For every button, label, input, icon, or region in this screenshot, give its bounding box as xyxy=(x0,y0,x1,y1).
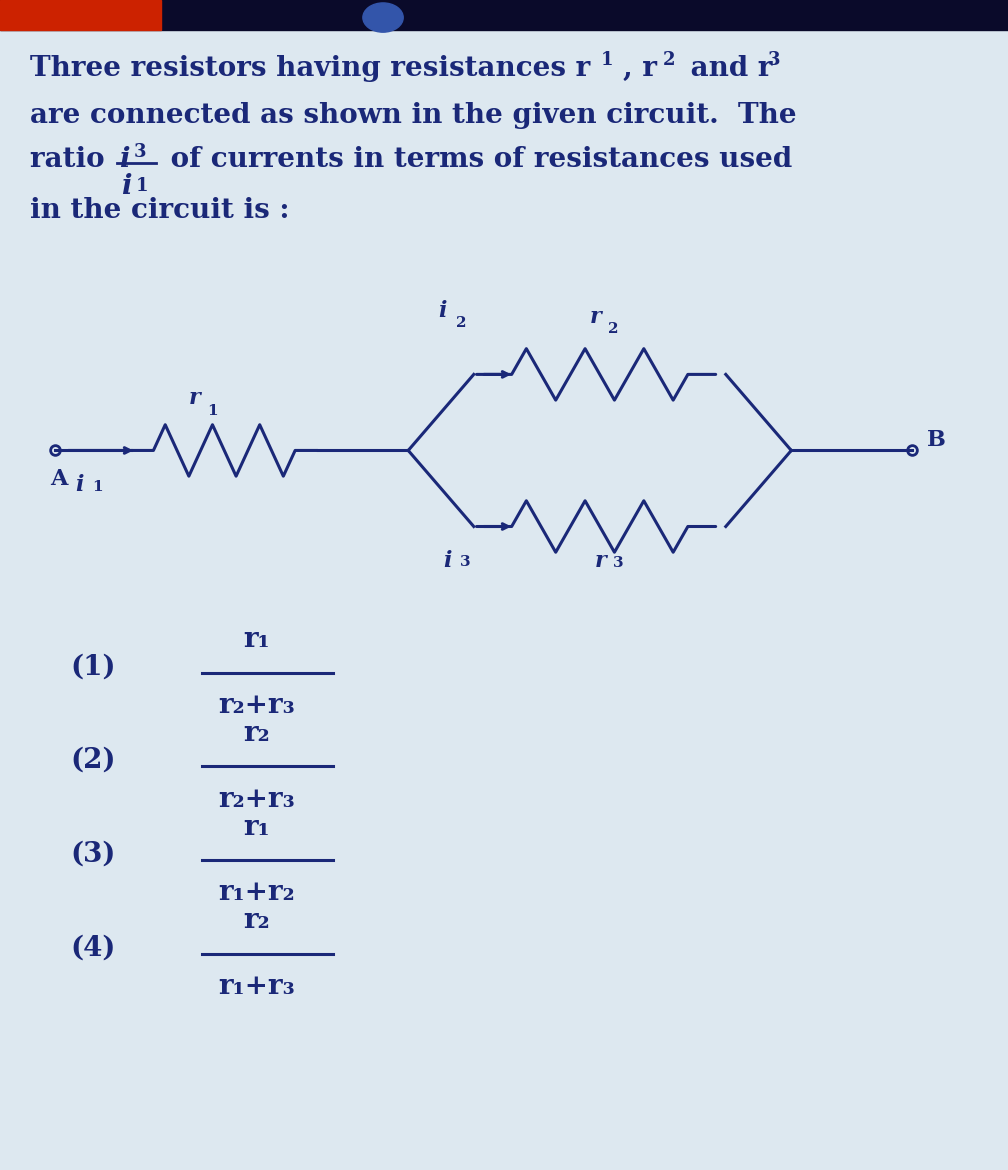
Text: ratio: ratio xyxy=(30,146,115,173)
Text: (3): (3) xyxy=(71,840,116,868)
Ellipse shape xyxy=(363,2,403,33)
Text: 1: 1 xyxy=(92,480,103,494)
Text: 3: 3 xyxy=(613,556,624,570)
Text: i: i xyxy=(119,146,129,173)
Text: , r: , r xyxy=(623,55,657,82)
Text: r₁: r₁ xyxy=(244,626,270,654)
Text: r₂+r₃: r₂+r₃ xyxy=(219,691,295,720)
Text: 1: 1 xyxy=(136,177,148,194)
Text: r₂: r₂ xyxy=(244,907,270,935)
Text: Three resistors having resistances r: Three resistors having resistances r xyxy=(30,55,591,82)
Text: i: i xyxy=(438,300,447,322)
Text: of currents in terms of resistances used: of currents in terms of resistances used xyxy=(161,146,792,173)
Text: (4): (4) xyxy=(71,934,116,962)
Text: 2: 2 xyxy=(608,322,618,336)
Text: r₁: r₁ xyxy=(244,813,270,841)
Text: r: r xyxy=(595,550,607,572)
Text: 3: 3 xyxy=(460,555,471,569)
Bar xyxy=(0,0,161,30)
Text: i: i xyxy=(444,550,452,572)
Text: 1: 1 xyxy=(601,51,613,69)
Text: (1): (1) xyxy=(71,653,116,681)
Text: 2: 2 xyxy=(663,51,675,69)
Text: in the circuit is :: in the circuit is : xyxy=(30,197,289,223)
Text: 2: 2 xyxy=(456,316,466,330)
Bar xyxy=(0,0,1008,30)
Text: r: r xyxy=(190,387,201,410)
Text: r₂: r₂ xyxy=(244,720,270,748)
Text: are connected as shown in the given circuit.  The: are connected as shown in the given circ… xyxy=(30,102,797,129)
Text: (2): (2) xyxy=(71,746,116,775)
Text: r₁+r₃: r₁+r₃ xyxy=(219,972,295,1000)
Text: 1: 1 xyxy=(208,404,218,418)
Text: r₁+r₂: r₁+r₂ xyxy=(219,879,295,907)
Text: and r: and r xyxy=(681,55,773,82)
Text: B: B xyxy=(927,429,947,452)
Text: 3: 3 xyxy=(768,51,780,69)
Text: r₂+r₃: r₂+r₃ xyxy=(219,785,295,813)
Text: r: r xyxy=(590,305,602,328)
Text: 3: 3 xyxy=(134,143,146,160)
Text: i: i xyxy=(121,173,131,200)
Text: A: A xyxy=(50,468,68,490)
Text: i: i xyxy=(76,474,84,496)
